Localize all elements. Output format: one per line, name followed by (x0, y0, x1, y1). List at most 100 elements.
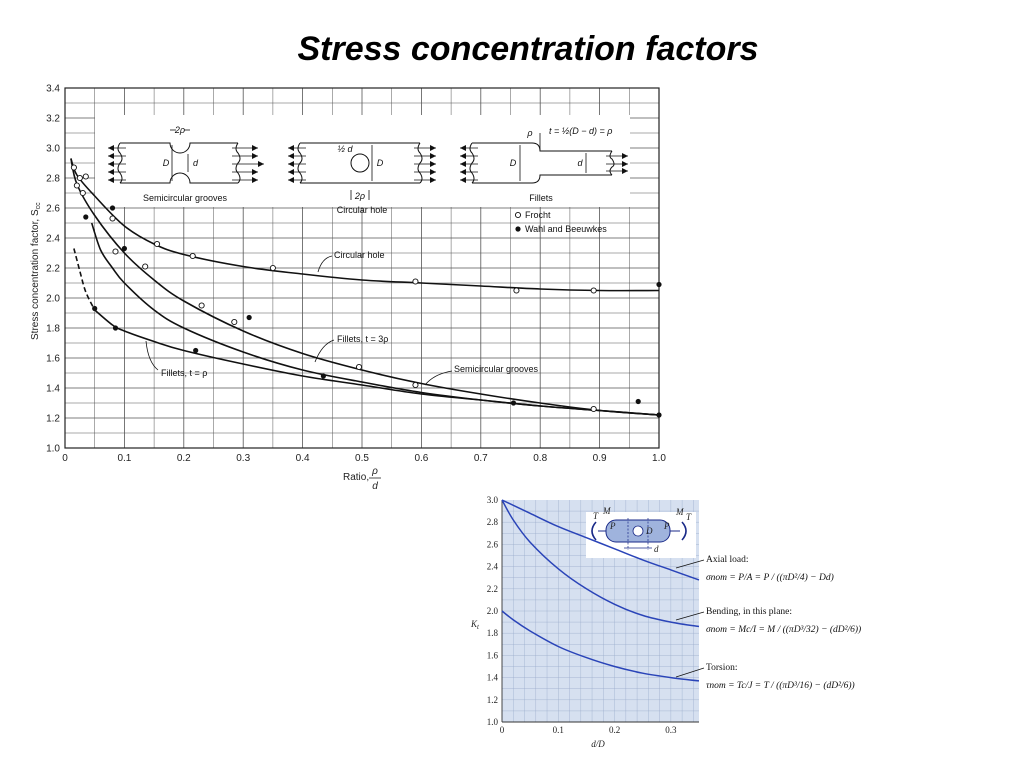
wahl-point (109, 205, 116, 211)
chart1-series-line (70, 158, 660, 416)
chart2-series-line (501, 499, 700, 628)
chart1-xtick-label: 0.3 (236, 453, 250, 464)
chart2-ytick-label: 1.0 (487, 717, 499, 727)
inset-grooves-2rho: 2ρ (174, 125, 185, 135)
frocht-point (76, 174, 83, 182)
inset-hole-D: D (377, 158, 384, 168)
legend-wahl-marker (515, 226, 521, 232)
chart2-ytick-label: 1.6 (487, 650, 499, 660)
torsion-formula: τnom = Tc/J = T / ((πD³/16) − (dD²/6)) (706, 680, 855, 691)
chart2-ytick-label: 2.2 (487, 584, 498, 594)
inset-hole-half-d: ½ d (337, 144, 353, 154)
inset-hole-label: Circular hole (337, 205, 388, 215)
frocht-point (231, 318, 238, 326)
chart2-shaft-diagram (586, 512, 696, 558)
chart1-xlabel-num: ρ (371, 466, 378, 477)
chart1-curves (70, 158, 660, 416)
inset-hole-2rho: 2ρ (354, 191, 365, 201)
chart1-xtick-label: 0.5 (355, 453, 369, 464)
frocht-point (70, 164, 77, 171)
chart2-xtick-label: 0 (500, 725, 505, 735)
chart1-xtick-label: 1.0 (652, 453, 666, 464)
frocht-point (189, 252, 196, 260)
chart1-ytick-label: 2.4 (46, 234, 60, 245)
chart2-ytick-label: 3.0 (487, 495, 499, 505)
frocht-point (112, 248, 119, 255)
inset-fillets-diagram (460, 133, 628, 184)
annot-fillets-rho: Fillets, t = ρ (161, 368, 207, 378)
annot-fillets-3rho: Fillets, t = 3ρ (337, 334, 388, 344)
shaft-d: d (654, 544, 659, 554)
chart1-ylabel: Stress concentration factor, Scc (30, 202, 42, 340)
chart2-curves (501, 499, 700, 682)
chart1-xlabel-den: d (372, 481, 378, 492)
inset-fillets-tdef: t = ½(D − d) = ρ (549, 126, 612, 136)
chart2-xlabel: d/D (591, 739, 605, 749)
slide-title: Stress concentration factors (297, 30, 759, 68)
chart2-leaders (675, 559, 705, 678)
chart2-series-line (501, 499, 700, 581)
shaft-D: D (645, 526, 653, 536)
wahl-point (92, 305, 98, 312)
frocht-point (109, 215, 116, 222)
chart2-ytick-label: 1.2 (487, 695, 498, 705)
legend-frocht-label: Frocht (525, 210, 551, 220)
frocht-point (590, 405, 597, 413)
wahl-point (635, 398, 641, 405)
wahl-point (83, 214, 89, 220)
inset-fillets-d: d (577, 158, 583, 168)
chart1-ytick-label: 1.0 (46, 444, 60, 455)
wahl-point (112, 325, 119, 331)
chart1-ytick-label: 1.6 (46, 354, 60, 365)
chart2: 0 0.1 0.2 0.3 1.0 1.2 1.4 1.6 1.8 2.0 2.2 2.4 2.6 2.8… (470, 495, 861, 749)
chart2-series-line (501, 610, 700, 682)
chart2-ytick-label: 2.4 (487, 562, 499, 572)
shaft-T-left: T (593, 511, 599, 521)
annot-semicircular-grooves: Semicircular grooves (454, 364, 539, 374)
chart1: 0 0.1 0.2 0.3 0.4 0.5 0.6 0.7 0.8 0.9 1.0 1.0 1.2 1.4… (30, 84, 666, 493)
annot-circular-hole: Circular hole (334, 250, 385, 260)
torsion-label: Torsion: (706, 663, 738, 673)
frocht-point (412, 278, 419, 285)
legend-wahl-label: Wahl and Beeuwkes (525, 224, 607, 234)
inset-fillets-label: Fillets (529, 193, 553, 203)
shaft-T-right: T (686, 512, 692, 522)
chart1-ytick-label: 1.4 (46, 384, 60, 395)
bending-formula: σnom = Mc/I = M / ((πD³/32) − (dD²/6)) (706, 624, 861, 635)
frocht-point (412, 381, 419, 389)
chart1-ytick-label: 1.8 (46, 324, 60, 335)
frocht-point (73, 182, 80, 189)
bending-label: Bending, in this plane: (706, 607, 792, 617)
chart1-ticks: 0 0.1 0.2 0.3 0.4 0.5 0.6 0.7 0.8 0.9 1.0 1.0 1.2 1.4… (46, 84, 666, 465)
frocht-point (590, 287, 597, 294)
inset-fillets-D: D (510, 158, 517, 168)
chart1-ytick-label: 2.0 (46, 294, 60, 305)
chart2-ytick-label: 2.8 (487, 517, 499, 527)
chart1-legend: Frocht Wahl and Beeuwkes (514, 210, 607, 234)
shaft-P-left: P (609, 521, 616, 531)
chart1-series-line (94, 309, 660, 416)
shaft-M-right: M (675, 507, 684, 517)
chart2-xtick-label: 0.1 (553, 725, 564, 735)
chart1-xtick-label: 0.4 (296, 453, 310, 464)
frocht-point (355, 363, 363, 371)
chart1-annotations (145, 255, 453, 386)
chart1-xtick-label: 0.6 (414, 453, 428, 464)
inset-fillets-rho: ρ (526, 128, 532, 138)
chart1-ytick-label: 2.8 (46, 174, 60, 185)
wahl-point (121, 245, 127, 252)
chart1-xlabel: Ratio, (343, 472, 369, 483)
wahl-point (320, 373, 326, 379)
wahl-point (510, 400, 517, 406)
chart1-ytick-label: 3.0 (46, 144, 60, 155)
axial-label: Axial load: (706, 555, 748, 565)
chart2-ticks: 0 0.1 0.2 0.3 1.0 1.2 1.4 1.6 1.8 2.0 2.2 2.4 2.6 2.8… (487, 495, 677, 735)
chart2-ylabel: Kt (470, 619, 480, 631)
inset-grooves-diagram (108, 129, 264, 184)
inset-hole-diagram (288, 142, 436, 200)
frocht-point (269, 264, 276, 272)
wahl-point (656, 281, 662, 288)
chart1-xtick-label: 0 (62, 453, 68, 464)
chart1-series-line (73, 248, 96, 311)
frocht-point (142, 263, 149, 270)
